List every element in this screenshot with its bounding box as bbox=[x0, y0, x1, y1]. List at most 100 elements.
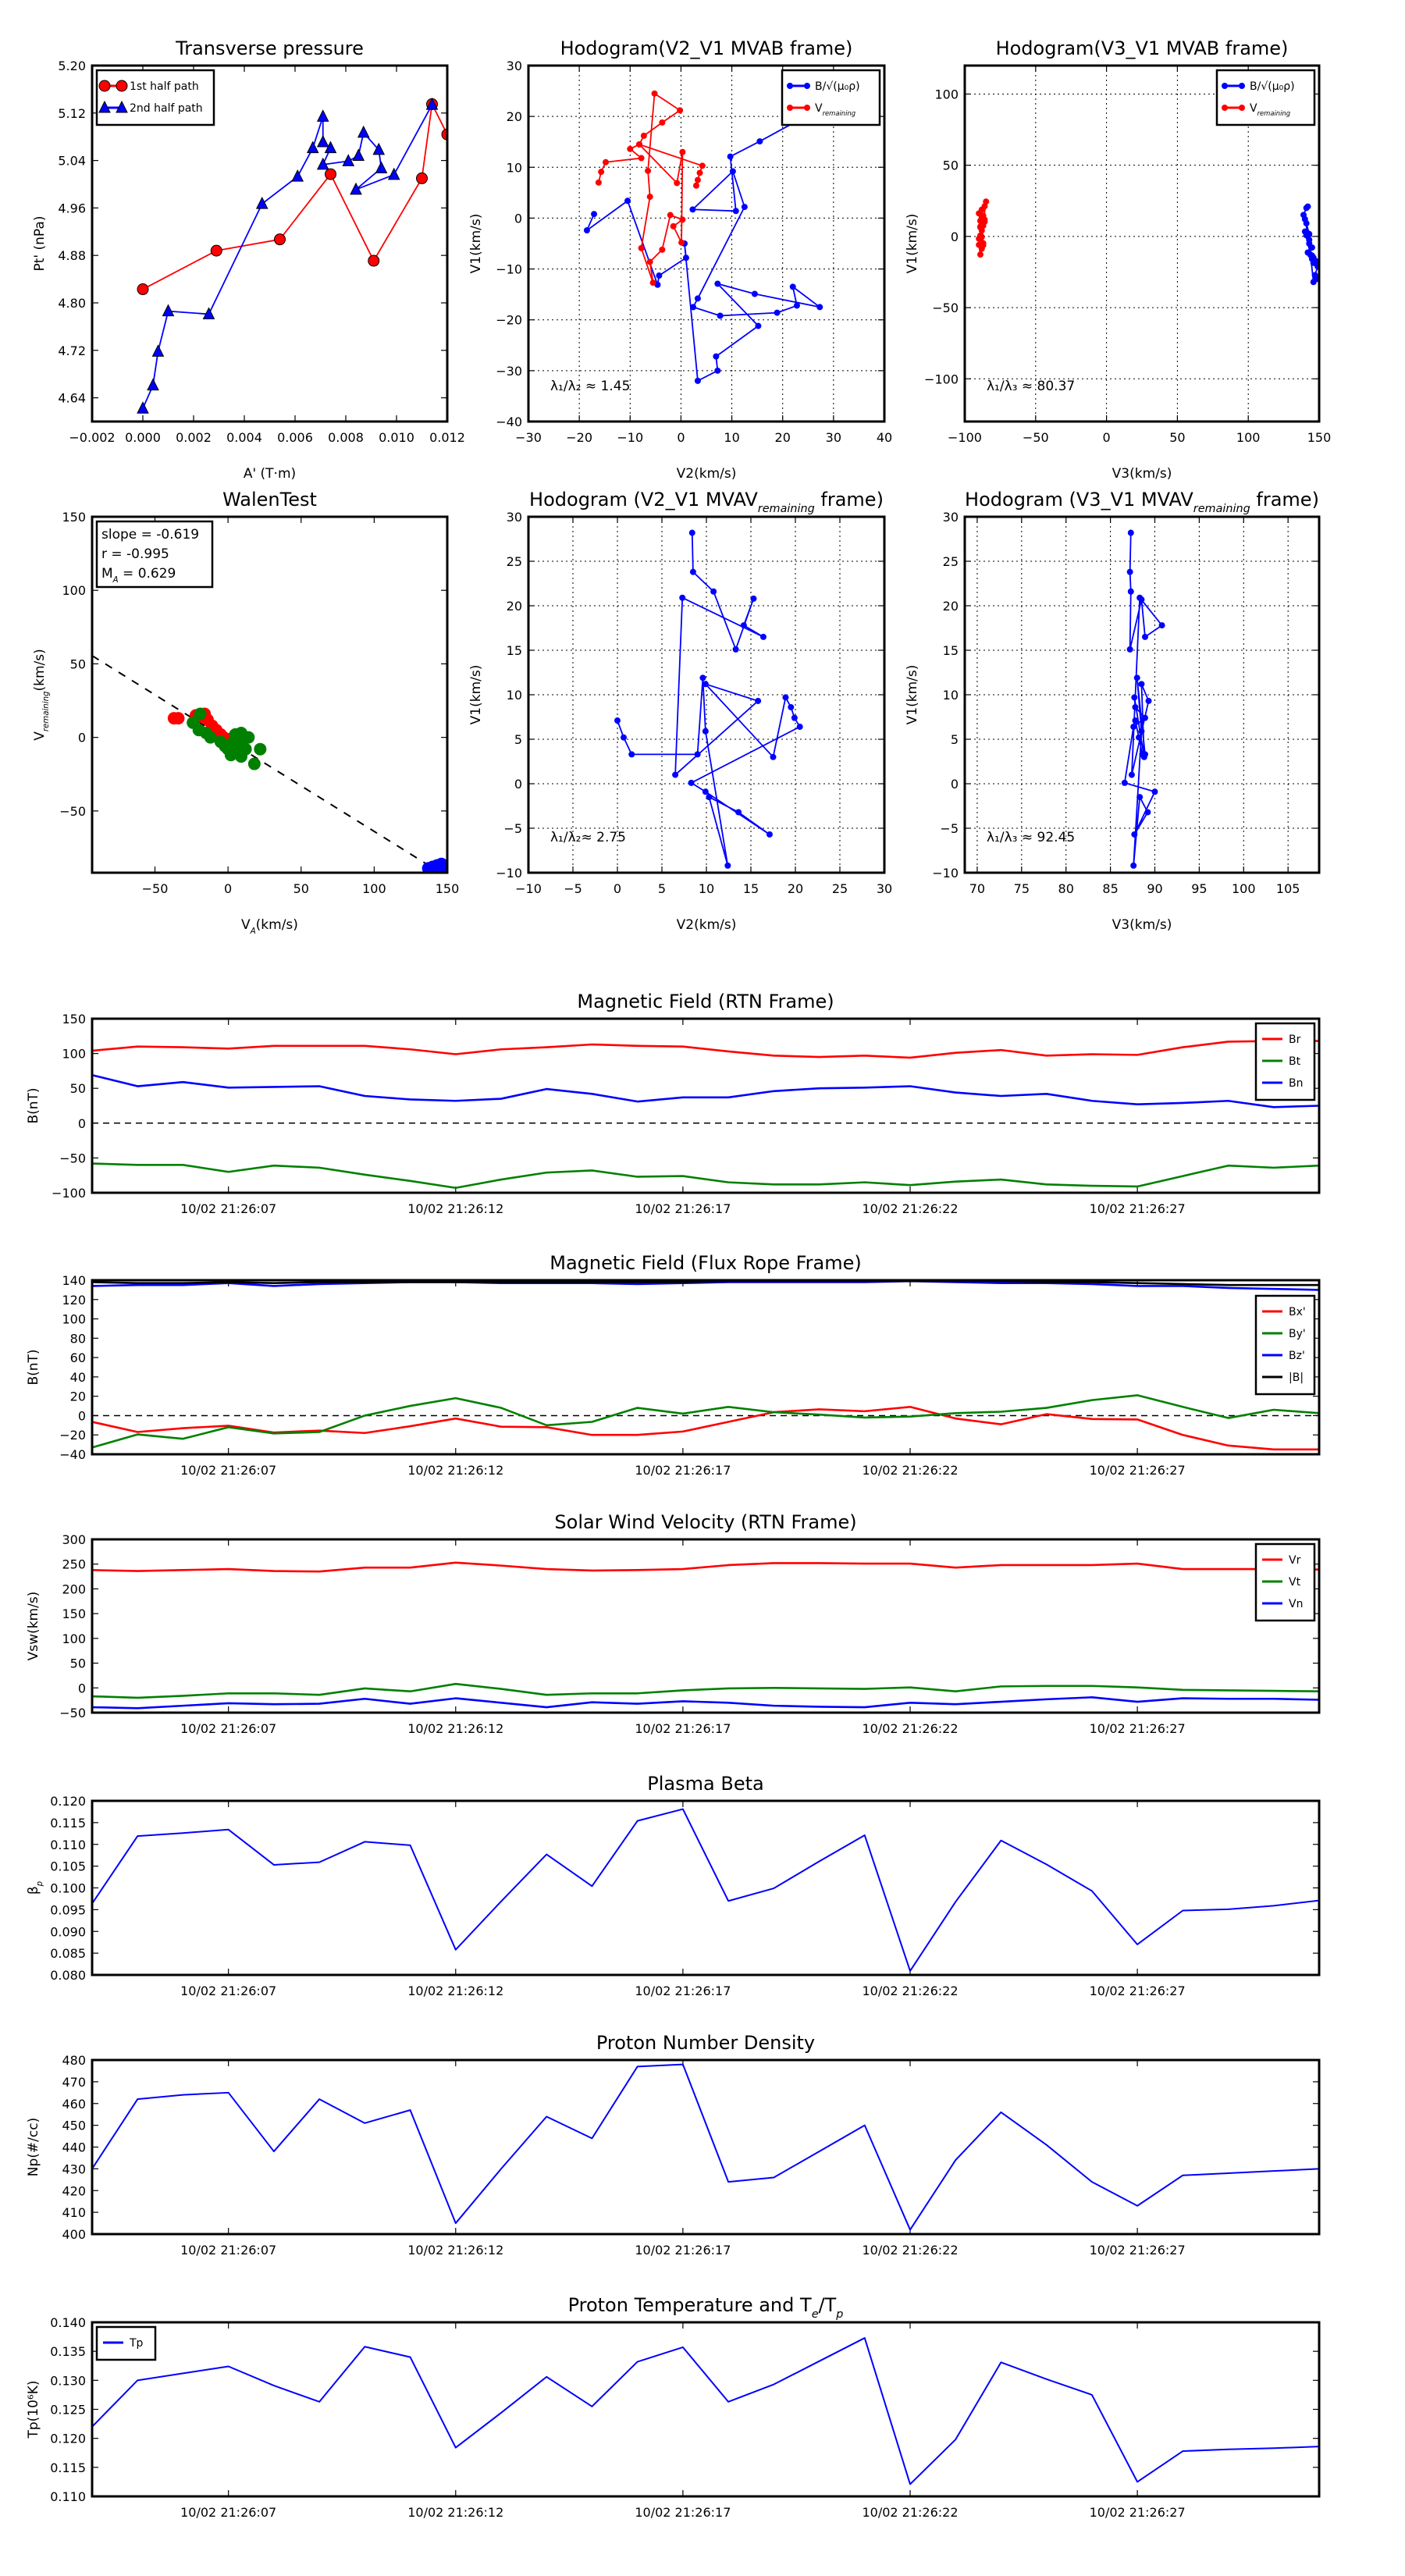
y-axis-label: V1(km/s) bbox=[905, 214, 920, 274]
chart-10: Proton Number Density 10/02 21:26:07 10/02… bbox=[26, 2032, 1321, 2258]
chart-title: WalenTest bbox=[222, 489, 317, 511]
y-tick-label: 0.090 bbox=[50, 1924, 86, 1939]
text-segment: r bbox=[101, 546, 107, 562]
chart-title: Transverse pressure bbox=[175, 37, 364, 59]
legend-label: Bn bbox=[1289, 1077, 1303, 1090]
data-point bbox=[636, 141, 643, 148]
x-tick-label: 10/02 21:26:27 bbox=[1090, 1201, 1186, 1216]
y-axis-label: βp bbox=[26, 1881, 44, 1895]
text-segment: remaining bbox=[1257, 109, 1290, 117]
y-tick-label: 0.135 bbox=[50, 2344, 86, 2359]
y-tick-label: 440 bbox=[62, 2140, 86, 2155]
data-point bbox=[583, 227, 590, 234]
data-point bbox=[782, 694, 789, 701]
x-tick-label: 0 bbox=[677, 430, 685, 445]
x-tick-label: 0.010 bbox=[379, 430, 414, 445]
x-tick-label: −0.002 bbox=[69, 430, 115, 445]
data-point bbox=[702, 681, 709, 688]
x-tick-label: 105 bbox=[1276, 881, 1300, 896]
data-point bbox=[1130, 724, 1137, 731]
data-point bbox=[679, 216, 686, 223]
data-point bbox=[1131, 694, 1138, 701]
data-point bbox=[162, 304, 175, 317]
chart-title: Magnetic Field (Flux Rope Frame) bbox=[550, 1252, 861, 1274]
y-axis-label: Np(#/cc) bbox=[26, 2118, 41, 2176]
legend-marker bbox=[1239, 83, 1245, 89]
y-tick-label: 420 bbox=[62, 2183, 86, 2198]
y-tick-label: 5.12 bbox=[58, 106, 86, 121]
y-tick-label: 4.80 bbox=[58, 296, 86, 311]
data-point bbox=[717, 312, 724, 319]
text-segment: Hodogram (V3_V1 MVAV bbox=[965, 489, 1193, 511]
legend-label: Vt bbox=[1289, 1576, 1301, 1589]
legend: B/√(μ₀ρ) Vremaining bbox=[1215, 69, 1316, 126]
text-segment: (km/s) bbox=[256, 917, 298, 933]
chart-2: Hodogram(V3_V1 MVAB frame) −100 −50 0 50 100 1… bbox=[905, 37, 1331, 482]
text-segment: remaining bbox=[823, 109, 855, 117]
chart-5: Hodogram (V3_V1 MVAVremaining frame) 70 75… bbox=[905, 489, 1321, 933]
x-tick-label: 0.004 bbox=[226, 430, 262, 445]
y-tick-label: 150 bbox=[62, 510, 86, 525]
x-tick-label: 10/02 21:26:12 bbox=[407, 1984, 503, 1998]
y-tick-label: 300 bbox=[62, 1532, 86, 1547]
y-tick-label: 20 bbox=[943, 599, 959, 614]
y-tick-label: 0 bbox=[514, 777, 522, 792]
y-tick-label: 25 bbox=[943, 554, 959, 569]
data-point bbox=[416, 172, 428, 184]
data-point bbox=[651, 90, 658, 97]
series-line-2 bbox=[92, 1073, 1319, 1108]
y-tick-label: 0.120 bbox=[50, 1794, 86, 1809]
data-point bbox=[678, 239, 685, 246]
chart-3: WalenTest−50 0 50 100 150−50050100150VA(km/s… bbox=[32, 489, 459, 936]
x-tick-label: 10/02 21:26:17 bbox=[635, 1984, 731, 1998]
y-tick-label: 50 bbox=[70, 656, 86, 671]
y-tick-label: 470 bbox=[62, 2075, 86, 2090]
chart-1: Hodogram(V2_V1 MVAB frame) −30 −20 −10 0 10 20… bbox=[468, 37, 892, 482]
data-point bbox=[796, 724, 803, 731]
chart-9: Plasma Beta 10/02 21:26:07 10/02 21:26:12 1… bbox=[26, 1773, 1321, 1998]
axes-frame bbox=[963, 64, 1321, 423]
text-segment: p bbox=[36, 1881, 44, 1887]
legend-box bbox=[95, 69, 215, 126]
data-point bbox=[659, 119, 666, 126]
data-point bbox=[672, 771, 679, 778]
text-segment: remaining bbox=[1193, 503, 1250, 515]
series-line-3 bbox=[92, 1280, 1319, 1286]
x-tick-label: 10/02 21:26:17 bbox=[635, 2505, 731, 2520]
text-segment: /T bbox=[819, 2294, 837, 2316]
data-point bbox=[306, 141, 319, 154]
stats-textbox bbox=[95, 520, 214, 589]
x-tick-label: 100 bbox=[1232, 881, 1256, 896]
data-point bbox=[645, 167, 652, 174]
y-tick-label: 0.120 bbox=[50, 2432, 86, 2446]
legend-marker bbox=[98, 100, 111, 113]
y-tick-label: 0 bbox=[78, 1116, 86, 1131]
data-point bbox=[679, 594, 686, 601]
data-point bbox=[441, 128, 447, 141]
legend: 1st half path 2nd half path bbox=[95, 69, 215, 126]
text-segment: = 0.629 bbox=[119, 566, 176, 582]
y-tick-label: −50 bbox=[59, 1706, 86, 1720]
chart-title: Hodogram (V3_V1 MVAVremaining frame) bbox=[965, 489, 1319, 515]
x-tick-label: 40 bbox=[877, 430, 892, 445]
y-tick-label: 10 bbox=[507, 688, 522, 703]
data-point bbox=[759, 633, 767, 640]
data-point bbox=[706, 794, 713, 801]
x-tick-label: 10 bbox=[699, 881, 714, 896]
data-point bbox=[646, 194, 653, 201]
y-tick-label: 0 bbox=[951, 229, 959, 244]
data-point bbox=[372, 142, 386, 155]
y-tick-label: −5 bbox=[940, 821, 959, 836]
y-tick-label: 0.100 bbox=[50, 1881, 86, 1896]
data-point bbox=[1138, 596, 1145, 603]
x-tick-label: −100 bbox=[948, 430, 982, 445]
data-point bbox=[239, 742, 252, 756]
legend-marker bbox=[787, 105, 793, 111]
data-point bbox=[980, 212, 987, 219]
data-point bbox=[755, 322, 762, 329]
data-point bbox=[659, 246, 666, 253]
data-point bbox=[614, 717, 621, 724]
x-tick-label: 0.006 bbox=[277, 430, 313, 445]
x-axis-label: V2(km/s) bbox=[677, 917, 737, 933]
data-point bbox=[1141, 633, 1148, 640]
